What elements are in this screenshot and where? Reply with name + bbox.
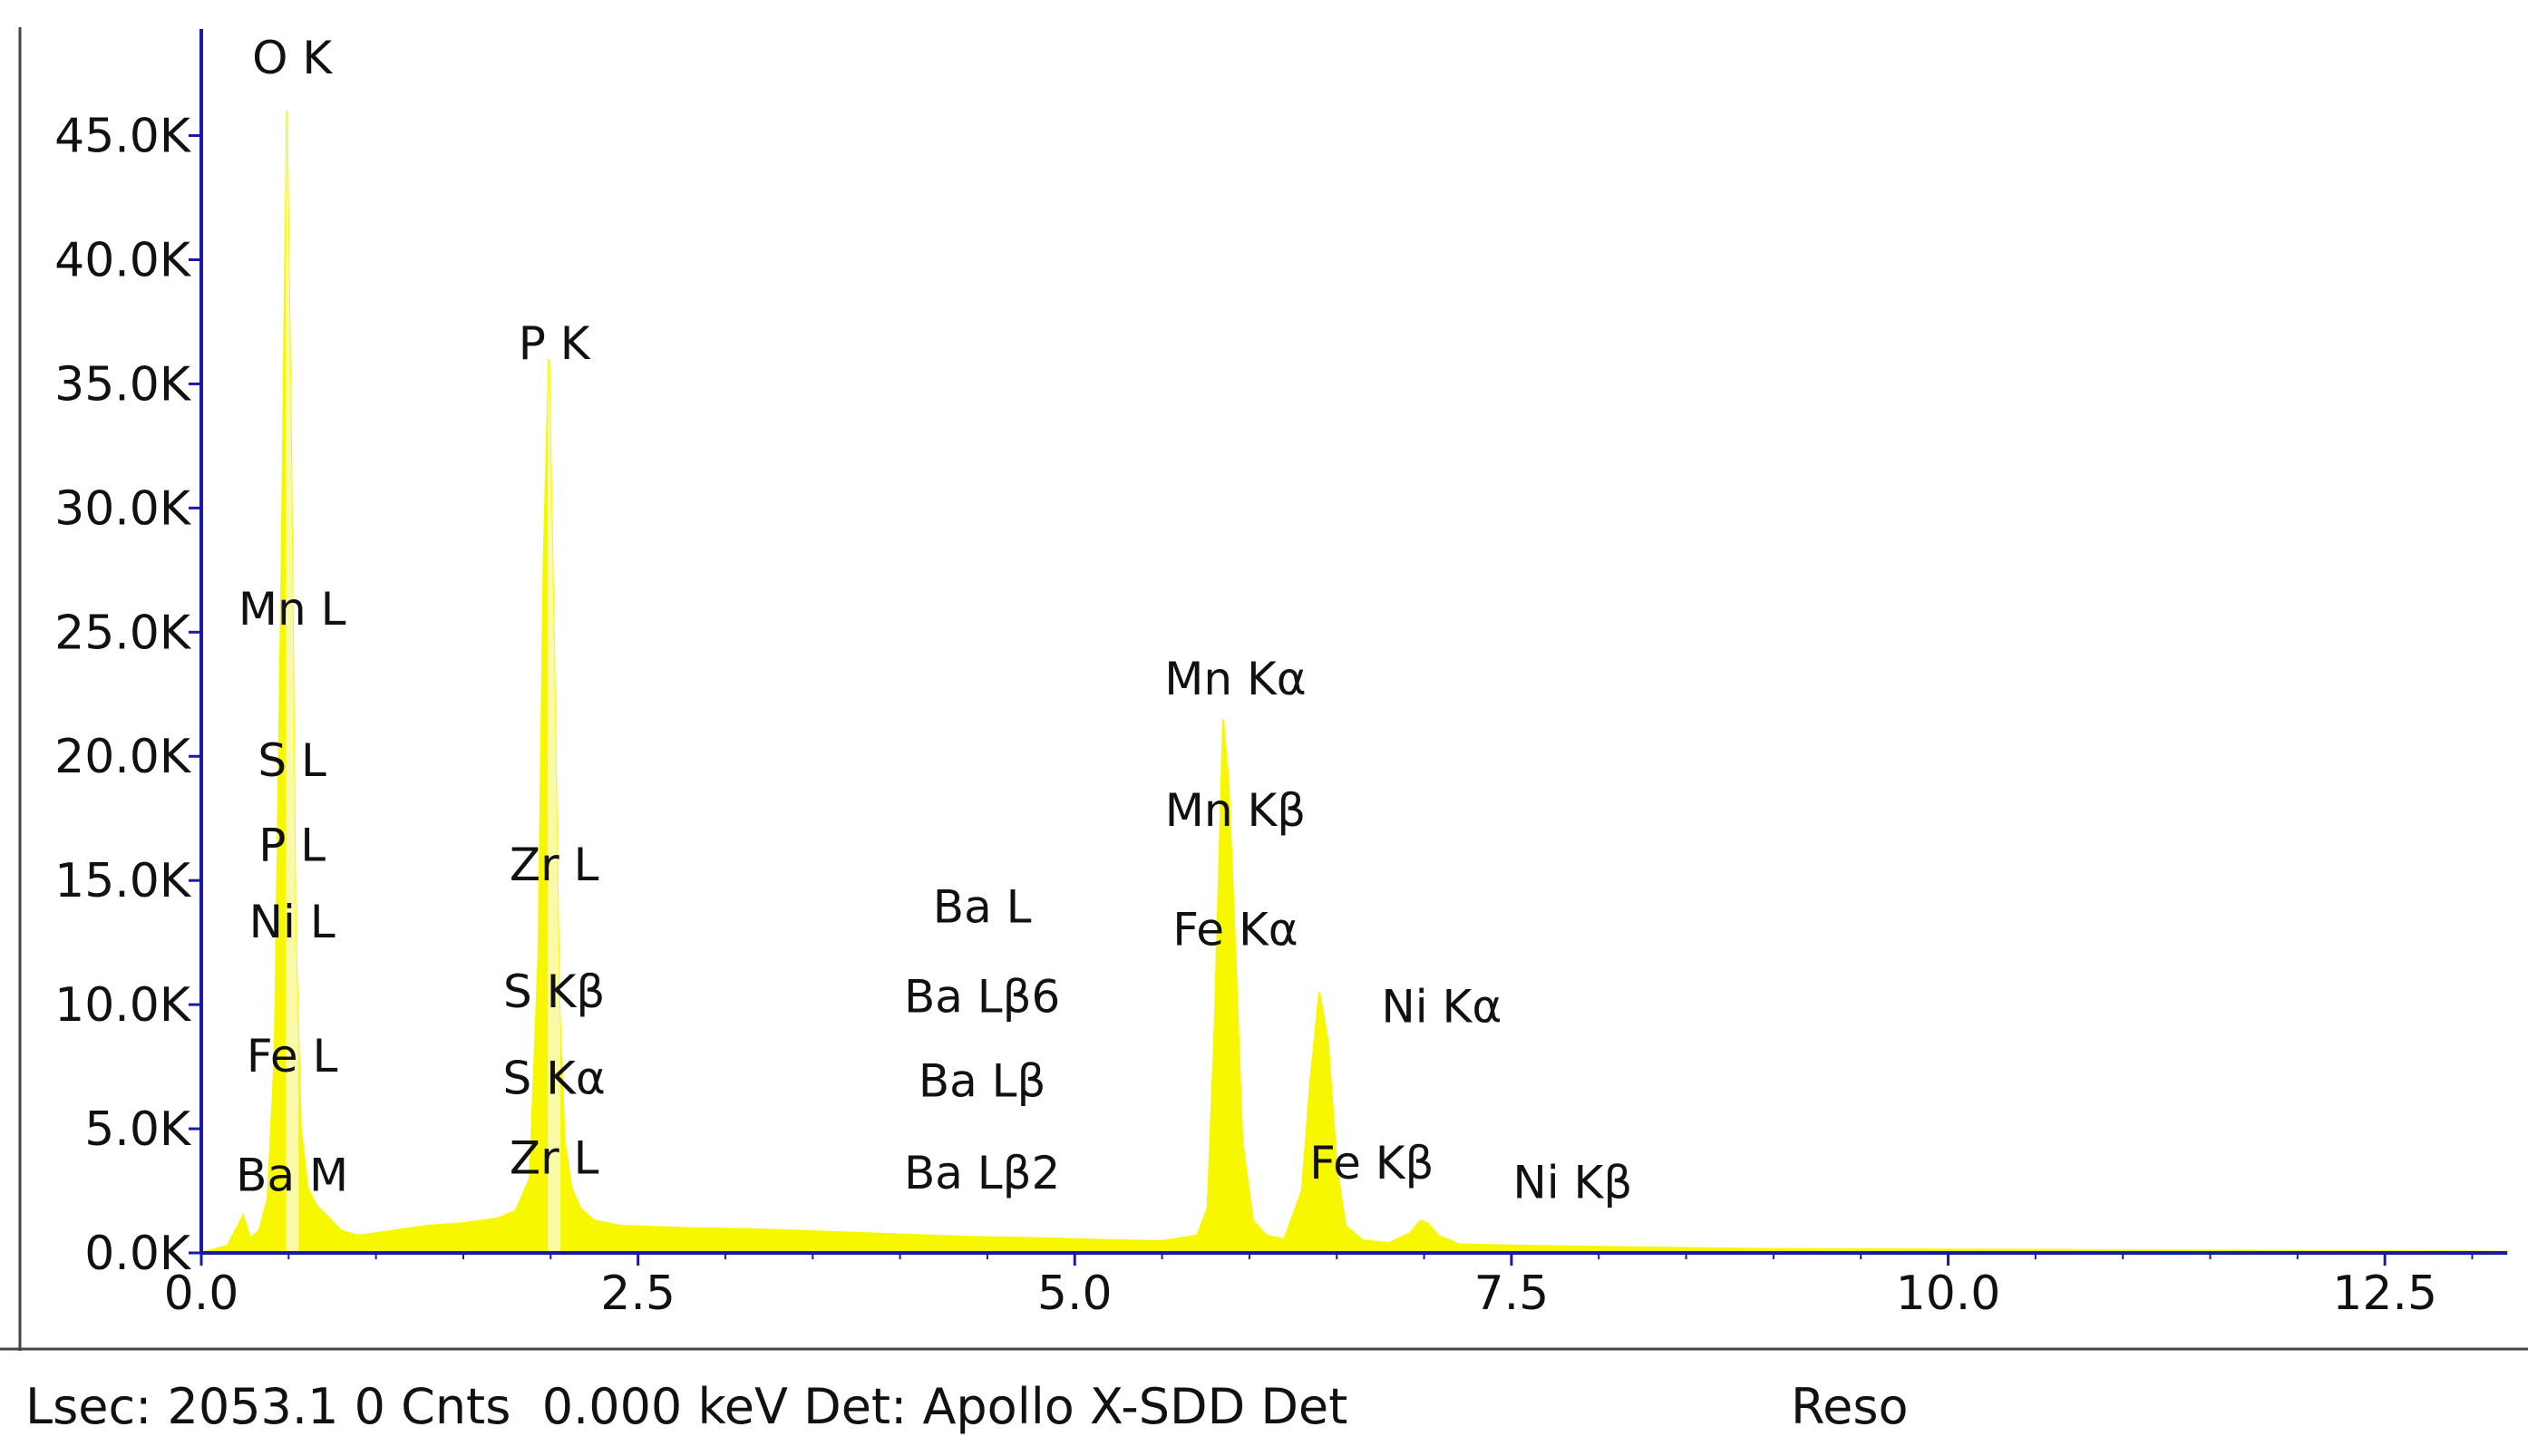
peak-label: P L — [258, 819, 326, 871]
peak-label: Mn L — [238, 583, 346, 636]
frame-border — [0, 1347, 2528, 1351]
y-tick-label: 10.0K — [54, 978, 192, 1033]
spectrum-fill-layer — [200, 111, 2508, 1254]
peak-label: S Kβ — [503, 966, 605, 1018]
spectrum-series-0 — [200, 111, 2508, 1254]
axes — [18, 27, 2507, 1351]
x-tick-label: 0.0 — [164, 1267, 239, 1321]
peak-label: Ni Kβ — [1512, 1157, 1632, 1209]
peak-label: Ba Lβ2 — [904, 1147, 1060, 1199]
peak-label: S L — [258, 734, 326, 787]
eds-spectrum-chart: 0.0K 5.0K 10.0K 15.0K 20.0K 25.0K 30.0K 35.0K 40… — [18, 27, 2508, 1351]
y-tick-label: 45.0K — [54, 110, 192, 164]
peak-label: Ba Lβ6 — [904, 970, 1060, 1023]
peak-label: Fe L — [247, 1030, 338, 1082]
y-tick-label: 5.0K — [84, 1102, 192, 1157]
y-tick-label: 25.0K — [54, 606, 192, 660]
y-tick-label: 0.0K — [84, 1227, 192, 1281]
peak-label: Mn Kβ — [1165, 784, 1306, 837]
x-tick-label: 12.5 — [2332, 1267, 2437, 1321]
y-tick-label: 35.0K — [54, 357, 192, 412]
peak-label: Ni Kα — [1381, 980, 1502, 1033]
peak-label: S Kα — [502, 1053, 605, 1105]
peak-label: Zr L — [510, 839, 599, 891]
peak-label: Mn Kα — [1164, 653, 1306, 705]
tick-labels: 0.0K 5.0K 10.0K 15.0K 20.0K 25.0K 30.0K 35.0K 40… — [54, 110, 2437, 1321]
peak-label: O K — [252, 32, 333, 84]
peak-label: Fe Kβ — [1309, 1137, 1434, 1189]
y-tick-label: 15.0K — [54, 854, 192, 908]
status-bar-info: Lsec: 2053.1 0 Cnts 0.000 keV Det: Apoll… — [25, 1378, 1348, 1435]
peak-label: Ba M — [236, 1150, 348, 1202]
x-tick-label: 10.0 — [1896, 1267, 2001, 1321]
y-tick-label: 40.0K — [54, 233, 192, 287]
peak-label: Ba L — [933, 881, 1032, 934]
peak-labels: O K P K Mn L S L P L Ni L Fe L Ba M Zr L S Kβ S Kα… — [236, 32, 1632, 1209]
x-tick-label: 2.5 — [600, 1267, 676, 1321]
peak-label: Fe Kα — [1172, 903, 1298, 956]
peak-label: Ni L — [249, 896, 335, 948]
status-bar-reso: Reso — [1791, 1378, 1909, 1435]
x-tick-label: 5.0 — [1037, 1267, 1113, 1321]
peak-label: Zr L — [510, 1131, 599, 1184]
y-tick-label: 30.0K — [54, 481, 192, 536]
peak-label: Ba Lβ — [919, 1054, 1046, 1107]
peak-label: P K — [519, 317, 591, 370]
x-tick-label: 7.5 — [1474, 1267, 1550, 1321]
y-tick-label: 20.0K — [54, 730, 192, 784]
